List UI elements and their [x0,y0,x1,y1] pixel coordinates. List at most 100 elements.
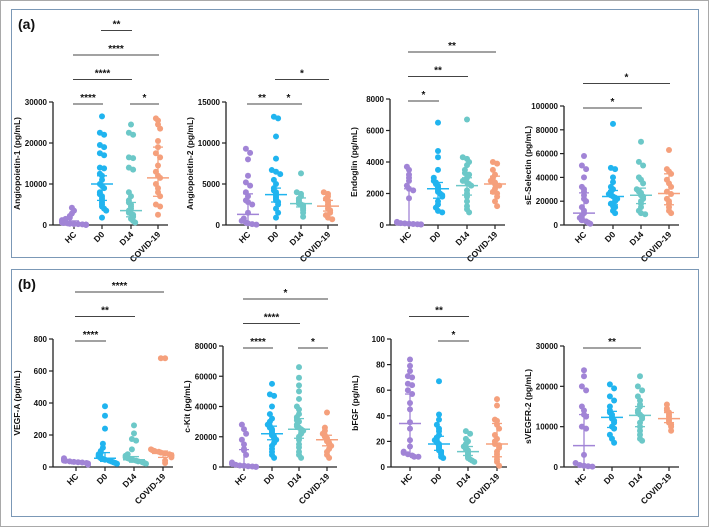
data-point [298,454,305,461]
data-point [494,160,501,167]
data-point [581,152,587,159]
data-point [241,441,247,448]
x-tick-label: D14 [120,471,138,489]
data-point [612,166,619,173]
y-axis-label: Endoglin (pg/mL) [349,127,359,197]
data-point [494,402,500,409]
y-tick-label: 400 [34,399,48,408]
x-tick-label: D14 [626,471,644,489]
data-point [640,180,647,187]
y-axis-label: VEGF-A (pg/mL) [12,370,22,435]
y-tick-label: 0 [554,463,559,472]
data-point [611,397,618,404]
data-point [102,425,108,432]
significance-label: **** [108,44,124,55]
data-point [610,174,616,181]
data-point [494,396,500,403]
x-tick-label: HC [63,229,79,245]
data-point [407,356,413,363]
plot-2: 0 2000 4000 6000 8000 Endoglin (pg/mL) HC D0 D14… [349,41,506,264]
data-point [269,403,275,410]
y-tick-label: 2000 [366,190,384,199]
x-tick-label: D0 [602,471,617,486]
x-tick-label: D14 [285,471,303,489]
x-tick-label: COVID-19 [639,471,674,506]
data-point [494,203,501,210]
panel-b: (b) [11,269,699,517]
data-point [435,154,441,161]
y-tick-label: 200 [34,431,48,440]
data-point [131,422,137,429]
data-point [114,460,120,467]
data-point [329,216,336,223]
y-tick-label: 40 [376,412,385,421]
data-point [130,131,137,138]
x-tick-label: D0 [429,471,444,486]
significance-label: * [287,93,291,104]
x-tick-label: D0 [266,229,281,244]
y-tick-label: 60000 [536,150,559,159]
x-tick-label: COVID-19 [639,229,674,264]
y-axis-label: sE-Selectin (pg/mL) [523,126,533,206]
x-tick-label: COVID-19 [465,229,500,264]
y-tick-label: 100 [372,335,386,344]
data-point [578,383,585,390]
y-tick-label: 0 [381,463,386,472]
data-point [640,162,647,169]
plot-0: 0 10000 20000 30000 Angiopoietin-1 (pg/mL) HC… [12,20,169,264]
data-point [324,409,330,416]
data-point [409,382,416,389]
data-point [101,131,108,138]
significance-label: ** [434,66,442,77]
significance-label: ** [258,93,266,104]
data-point [155,137,161,144]
y-tick-label: 100000 [531,102,558,111]
plot-3: 0 20000 40000 60000 80000 100000 sE-Selectin (… [523,73,680,264]
data-point [128,121,134,128]
significance-label: ** [448,41,456,52]
data-point [610,179,616,186]
x-tick-label: D0 [428,229,443,244]
x-tick-label: COVID-19 [467,471,502,506]
y-tick-label: 6000 [366,127,384,136]
significance-label: * [143,93,147,104]
data-point [266,411,273,418]
y-tick-label: 800 [34,335,48,344]
data-point [642,211,649,218]
data-point [612,210,619,217]
significance-label: **** [80,93,96,104]
data-point [581,174,587,181]
data-point [132,219,139,226]
data-point [583,166,590,173]
significance-label: ** [608,337,616,348]
data-point [578,162,585,169]
data-point [102,403,108,410]
data-point [581,373,587,380]
significance-label: * [300,69,304,80]
y-tick-label: 60 [376,386,385,395]
y-axis-label: Angiopoietin-2 (pg/mL) [185,117,195,210]
data-point [435,166,441,173]
significance-label: **** [83,330,99,341]
y-tick-label: 80000 [536,126,559,135]
y-axis-label: Angiopoietin-1 (pg/mL) [12,117,22,210]
data-point [242,179,249,186]
y-tick-label: 5000 [202,180,220,189]
data-point [269,380,275,387]
data-point [242,145,249,152]
data-point [133,437,140,444]
data-point [101,165,108,172]
x-tick-label: HC [237,229,253,245]
data-point [245,156,251,163]
y-tick-label: 10000 [25,180,48,189]
data-point [635,158,642,165]
y-tick-label: 0 [43,221,48,230]
x-tick-label: D14 [454,471,472,489]
x-tick-label: D14 [627,229,645,247]
significance-label: ** [435,306,443,317]
data-point [406,177,412,184]
data-point [404,387,411,394]
data-point [296,388,302,395]
significance-label: **** [264,313,280,324]
